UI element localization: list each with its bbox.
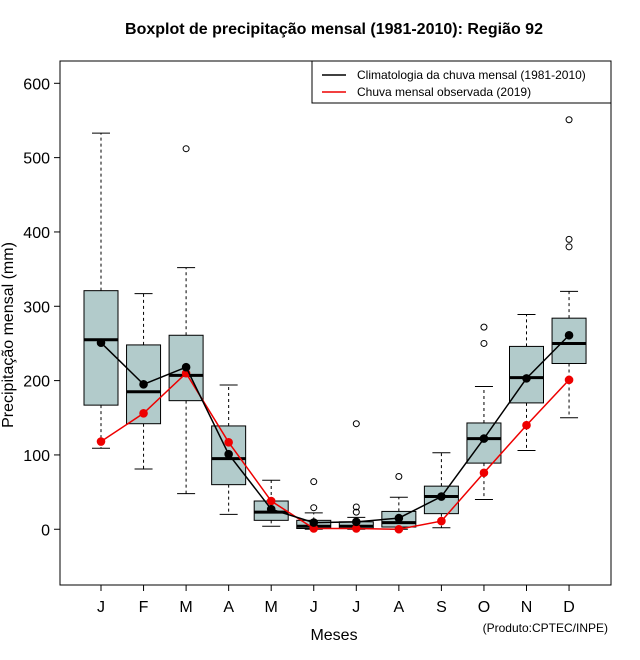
series-point-observed bbox=[266, 496, 276, 506]
y-tick-label: 600 bbox=[23, 76, 50, 93]
series-point-climatology bbox=[224, 449, 233, 459]
legend-label-observed: Chuva mensal observada (2019) bbox=[357, 85, 531, 99]
series-point-observed bbox=[139, 409, 148, 418]
outlier-point bbox=[310, 478, 318, 486]
box-J bbox=[338, 420, 374, 530]
outlier-point bbox=[565, 116, 573, 124]
series-point-climatology bbox=[522, 374, 531, 383]
outlier-point bbox=[310, 504, 318, 512]
boxes bbox=[83, 116, 587, 530]
box-D bbox=[551, 116, 587, 419]
series-point-climatology bbox=[564, 330, 574, 340]
box-iqr bbox=[466, 422, 502, 464]
outlier-point bbox=[395, 472, 403, 480]
credit-text: (Produto:CPTEC/INPE) bbox=[483, 621, 608, 635]
y-axis: 0 100 200 300 400 500 600 bbox=[23, 76, 60, 539]
series-point-observed bbox=[437, 516, 446, 526]
series-point-observed bbox=[224, 437, 233, 447]
series-point-climatology bbox=[96, 338, 106, 347]
x-tick-label: S bbox=[436, 599, 447, 616]
x-tick-label: F bbox=[139, 599, 149, 616]
box-S bbox=[423, 452, 459, 529]
y-tick-label: 500 bbox=[23, 151, 50, 168]
plot-frame bbox=[59, 60, 612, 586]
outlier-point bbox=[182, 145, 190, 153]
x-tick-label: A bbox=[394, 599, 405, 616]
legend-box bbox=[311, 60, 612, 104]
series-point-climatology bbox=[479, 434, 489, 443]
box-iqr bbox=[83, 290, 119, 406]
series-line-climatology bbox=[100, 334, 570, 524]
x-tick-label: J bbox=[310, 599, 318, 616]
outlier-point bbox=[565, 235, 573, 243]
outlier-point bbox=[480, 339, 488, 347]
x-tick-label: A bbox=[223, 599, 234, 616]
series-point-observed bbox=[394, 524, 404, 534]
outlier-point bbox=[352, 503, 360, 511]
chart-title: Boxplot de precipitação mensal (1981-201… bbox=[125, 21, 543, 38]
series-line-observed bbox=[100, 371, 570, 531]
outlier-point bbox=[480, 323, 488, 331]
y-tick-label: 0 bbox=[41, 522, 50, 539]
series-point-observed bbox=[522, 420, 531, 430]
legend-label-climatology: Climatologia da chuva mensal (1981-2010) bbox=[357, 68, 586, 82]
series-point-climatology bbox=[181, 362, 191, 372]
series-point-observed bbox=[564, 375, 574, 385]
series-point-climatology bbox=[352, 517, 361, 527]
box-iqr bbox=[551, 317, 587, 365]
series-point-observed bbox=[479, 468, 489, 478]
series-point-climatology bbox=[437, 492, 446, 501]
outlier-point bbox=[352, 420, 360, 428]
x-tick-label: N bbox=[521, 599, 533, 616]
series-point-climatology bbox=[139, 380, 148, 389]
x-tick-label: M bbox=[179, 599, 192, 616]
series-point-observed bbox=[96, 437, 106, 446]
x-axis-label: Meses bbox=[310, 627, 357, 644]
outlier-point bbox=[565, 243, 573, 251]
legend: Climatologia da chuva mensal (1981-2010)… bbox=[311, 60, 612, 104]
y-axis-label: Precipitação mensal (mm) bbox=[0, 242, 17, 428]
box-O bbox=[466, 323, 502, 501]
x-tick-label: M bbox=[265, 599, 278, 616]
outlier-point bbox=[352, 508, 360, 516]
series-point-climatology bbox=[309, 518, 319, 527]
box-A bbox=[211, 384, 247, 515]
series-lines bbox=[96, 330, 574, 534]
y-tick-label: 400 bbox=[23, 225, 50, 242]
x-tick-label: J bbox=[97, 599, 105, 616]
x-tick-label: D bbox=[563, 599, 575, 616]
y-tick-label: 100 bbox=[23, 448, 50, 465]
box-J bbox=[83, 132, 119, 449]
series-point-climatology bbox=[266, 504, 276, 514]
x-tick-label: O bbox=[478, 599, 490, 616]
series-point-climatology bbox=[394, 513, 404, 523]
y-tick-label: 300 bbox=[23, 299, 50, 316]
x-tick-label: J bbox=[352, 599, 360, 616]
box-M bbox=[168, 145, 204, 495]
y-tick-label: 200 bbox=[23, 374, 50, 391]
